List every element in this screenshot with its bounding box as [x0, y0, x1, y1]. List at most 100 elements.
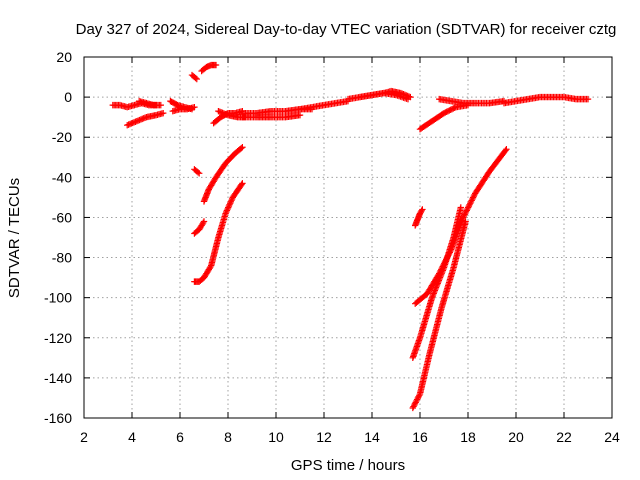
y-axis-label: SDTVAR / TECUs	[6, 178, 23, 298]
data-point	[191, 103, 198, 111]
data-point	[196, 170, 203, 177]
data-track	[191, 166, 203, 177]
data-track	[124, 109, 167, 129]
x-tick-label: 24	[604, 429, 620, 445]
y-tick-label: -120	[44, 330, 72, 346]
data-track	[436, 95, 508, 107]
y-tick-label: -40	[52, 169, 72, 185]
data-point	[470, 193, 477, 200]
data-point	[223, 207, 231, 214]
x-tick-label: 22	[556, 429, 572, 445]
data-point	[222, 210, 229, 217]
data-point	[207, 263, 214, 271]
data-point	[467, 200, 474, 207]
data-point	[212, 61, 220, 69]
data-point	[409, 404, 416, 412]
data-point	[451, 104, 458, 112]
data-track	[500, 93, 592, 107]
x-tick-label: 14	[364, 429, 380, 445]
x-tick-label: 12	[316, 429, 332, 445]
y-tick-label: -60	[52, 209, 72, 225]
data-point	[469, 195, 476, 203]
data-point	[418, 207, 425, 214]
x-axis-label: GPS time / hours	[291, 457, 405, 474]
data-point	[228, 195, 236, 203]
y-tick-label: -80	[52, 250, 72, 266]
x-tick-label: 6	[176, 429, 184, 445]
data-point	[239, 144, 246, 151]
data-track	[409, 204, 464, 362]
data-points	[109, 61, 592, 412]
data-point	[468, 197, 475, 204]
data-point	[411, 401, 418, 409]
data-point	[200, 219, 207, 226]
data-point	[223, 208, 230, 216]
data-point	[462, 209, 469, 217]
data-point	[416, 392, 423, 399]
data-point	[463, 207, 470, 214]
data-track	[200, 144, 246, 205]
data-point	[160, 109, 167, 117]
data-point	[457, 204, 464, 211]
x-tick-label: 18	[460, 429, 476, 445]
data-track	[169, 103, 198, 115]
data-track	[412, 206, 426, 229]
data-point	[584, 95, 592, 103]
y-tick-label: -20	[52, 129, 72, 145]
data-point	[227, 198, 235, 205]
data-point	[239, 180, 246, 187]
data-track	[188, 71, 200, 83]
data-point	[413, 397, 420, 405]
y-tick-label: -100	[44, 290, 72, 306]
data-point	[503, 146, 510, 153]
data-point	[461, 211, 468, 218]
y-tick-label: 20	[56, 49, 72, 65]
data-track	[136, 97, 164, 109]
data-track	[191, 180, 246, 285]
y-tick-label: -140	[44, 370, 72, 386]
data-point	[192, 74, 199, 82]
data-point	[226, 200, 234, 207]
data-point	[238, 145, 245, 152]
data-point	[464, 204, 472, 211]
data-track	[296, 97, 352, 113]
data-point	[412, 399, 419, 406]
data-track	[191, 218, 208, 237]
data-point	[224, 205, 231, 213]
x-tick-label: 16	[412, 429, 428, 445]
grid-lines	[84, 57, 612, 418]
data-point	[462, 218, 469, 225]
chart-title: Day 327 of 2024, Sidereal Day-to-day VTE…	[76, 21, 617, 38]
data-point	[462, 208, 470, 215]
data-track	[356, 89, 412, 103]
data-track	[409, 218, 469, 412]
data-track	[239, 111, 304, 121]
x-tick-label: 2	[80, 429, 88, 445]
data-point	[404, 95, 412, 103]
data-point	[225, 202, 233, 210]
axis-ticks	[83, 56, 613, 419]
data-point	[228, 197, 235, 204]
data-point	[157, 101, 164, 109]
data-point	[226, 201, 233, 208]
x-tick-label: 4	[128, 429, 136, 445]
y-tick-label: 0	[64, 89, 72, 105]
data-point	[419, 206, 426, 213]
data-point	[414, 394, 422, 402]
y-tick-label: -160	[44, 410, 72, 426]
data-point	[238, 181, 245, 188]
data-point	[193, 75, 200, 83]
data-point	[415, 393, 422, 400]
x-tick-label: 8	[224, 429, 232, 445]
data-point	[225, 204, 232, 211]
data-point	[464, 205, 471, 213]
data-point	[502, 147, 509, 154]
data-track	[198, 61, 220, 75]
data-point	[411, 400, 419, 407]
data-point	[467, 198, 475, 206]
data-point	[200, 218, 208, 225]
data-point	[413, 396, 421, 403]
data-point	[469, 194, 477, 201]
